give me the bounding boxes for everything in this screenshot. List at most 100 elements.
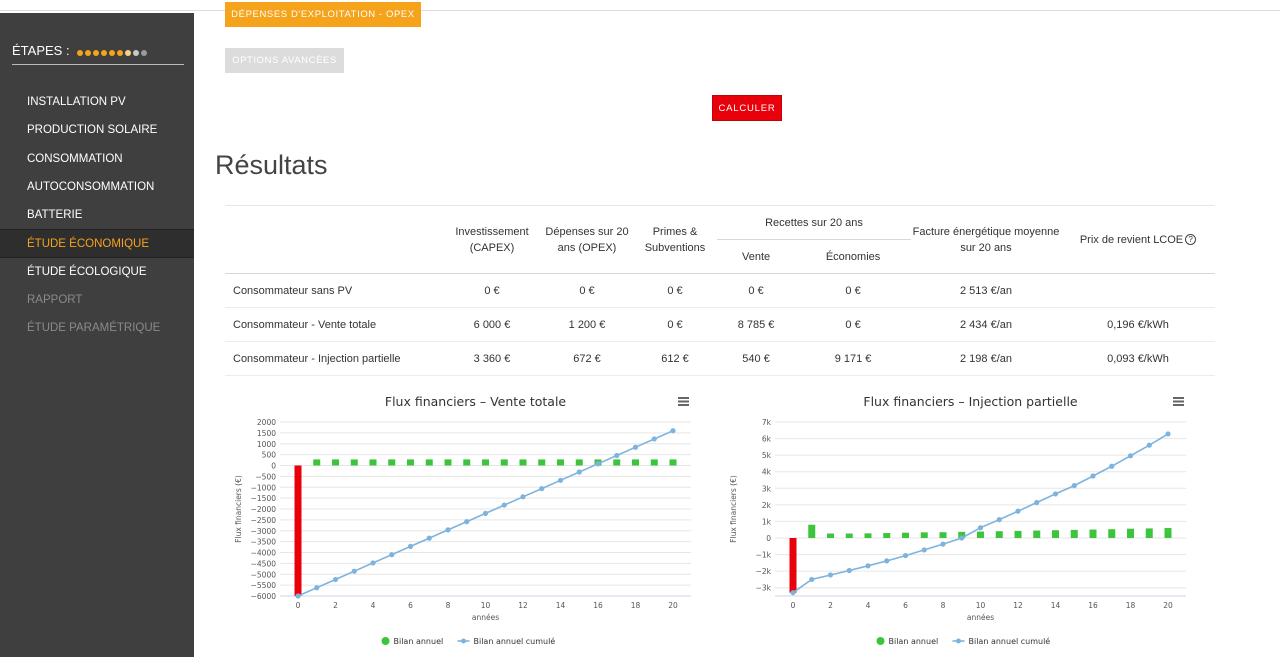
bar — [1108, 529, 1116, 538]
sidebar-item[interactable]: AUTOCONSOMMATION — [27, 180, 155, 193]
x-tick-label: 10 — [481, 601, 491, 610]
y-tick-label: 2000 — [257, 418, 276, 427]
cell-vente: 8 785 € — [717, 307, 796, 342]
chart-injection-partielle: Flux financiers – Injection partielle −3k… — [720, 388, 1200, 653]
advanced-options-button[interactable]: OPTIONS AVANCÉES — [225, 48, 344, 73]
step-dot — [85, 50, 92, 57]
sidebar: ÉTAPES : INSTALLATION PV PRODUCTION SOLAI… — [0, 13, 194, 657]
x-tick-label: 16 — [593, 601, 603, 610]
y-tick-label: −500 — [255, 472, 276, 481]
bar — [407, 459, 414, 466]
y-tick-label: −3500 — [251, 538, 277, 547]
legend-label: Bilan annuel — [394, 637, 444, 646]
y-tick-label: −4500 — [251, 559, 277, 568]
opex-section-button[interactable]: DÉPENSES D'EXPLOITATION - OPEX — [225, 2, 421, 27]
header-economies: Économies — [795, 239, 911, 274]
sidebar-item[interactable]: ÉTUDE ÉCONOMIQUE — [0, 229, 194, 258]
bar — [557, 459, 564, 466]
y-axis-label: Flux financiers (€) — [729, 475, 738, 543]
cell-capex: 3 360 € — [443, 341, 541, 376]
bar — [1052, 530, 1059, 538]
sidebar-item[interactable]: BATTERIE — [27, 209, 83, 222]
help-icon[interactable]: ? — [1185, 234, 1197, 246]
y-tick-label: −3k — [756, 584, 772, 593]
legend-label: Bilan annuel — [889, 637, 939, 646]
line-point — [595, 461, 601, 467]
bar — [482, 459, 489, 466]
line-point — [902, 552, 909, 559]
sidebar-item[interactable]: INSTALLATION PV — [27, 96, 126, 108]
line-point — [1015, 508, 1021, 514]
bar — [883, 533, 891, 538]
bar — [669, 459, 677, 466]
bar — [1164, 528, 1172, 538]
line-point — [1052, 491, 1059, 497]
y-tick-label: −5500 — [251, 581, 277, 590]
bar — [313, 459, 321, 466]
x-tick-label: 14 — [556, 601, 566, 610]
x-tick-label: 20 — [1163, 601, 1173, 610]
cell-primes: 0 € — [633, 307, 717, 342]
legend-marker-cumule — [461, 638, 466, 644]
x-tick-label: 14 — [1051, 601, 1061, 610]
cell-facture: 2 513 €/an — [911, 273, 1061, 308]
line-point — [827, 572, 834, 578]
sidebar-item[interactable]: CONSOMMATION — [27, 152, 123, 165]
row-label: Consommateur - Vente totale — [225, 307, 443, 342]
header-lcoe: Prix de revient LCOE? — [1061, 206, 1215, 274]
y-tick-label: −1000 — [251, 483, 277, 492]
x-tick-label: 12 — [1013, 601, 1023, 610]
y-tick-label: 0 — [766, 534, 771, 543]
bar — [1145, 528, 1153, 538]
bar — [827, 533, 834, 538]
cell-facture: 2 434 €/an — [911, 307, 1061, 342]
top-divider — [0, 10, 1280, 11]
line-point — [977, 525, 984, 531]
sidebar-item[interactable]: PRODUCTION SOLAIRE — [27, 124, 158, 137]
line-point — [445, 527, 451, 533]
x-tick-label: 6 — [903, 601, 908, 610]
y-tick-label: 4k — [762, 468, 772, 477]
bar — [864, 533, 872, 538]
menu-icon[interactable] — [1173, 397, 1184, 406]
cell-lcoe: 0,093 €/kWh — [1061, 341, 1215, 376]
x-tick-label: 8 — [446, 601, 451, 610]
chart-title: Flux financiers – Injection partielle — [863, 394, 1078, 409]
step-dot — [125, 50, 132, 57]
bar — [519, 459, 527, 466]
line-point — [389, 552, 395, 558]
header-lcoe-label: Prix de revient LCOE — [1079, 233, 1184, 246]
bar — [1089, 529, 1097, 538]
x-tick-label: 2 — [333, 601, 338, 610]
menu-icon[interactable] — [678, 397, 689, 406]
legend-label: Bilan annuel cumulé — [969, 636, 1051, 646]
line-point — [295, 593, 301, 599]
step-dot — [133, 50, 140, 57]
x-tick-label: 16 — [1088, 601, 1098, 610]
bar — [1127, 528, 1134, 538]
sidebar-item[interactable]: ÉTUDE ÉCOLOGIQUE — [27, 265, 147, 278]
chart-title: Flux financiers – Vente totale — [385, 394, 567, 409]
bar — [350, 459, 358, 466]
cell-primes: 0 € — [633, 273, 717, 308]
sidebar-item: RAPPORT — [27, 294, 83, 307]
results-title: Résultats — [215, 150, 328, 180]
step-dot — [141, 50, 148, 57]
cell-opex: 672 € — [541, 341, 633, 376]
bar — [958, 531, 966, 538]
x-tick-label: 18 — [631, 601, 641, 610]
row-label: Consommateur - Injection partielle — [225, 341, 443, 376]
steps-header: ÉTAPES : — [12, 43, 184, 65]
bar — [613, 459, 621, 466]
calculate-button[interactable]: CALCULER — [712, 95, 782, 121]
step-dot — [117, 50, 124, 57]
x-tick-label: 10 — [976, 601, 986, 610]
table-row: Consommateur - Injection partielle 3 360 … — [225, 341, 1215, 376]
bar — [995, 531, 1003, 538]
bar — [388, 459, 396, 466]
line-point — [557, 477, 564, 483]
step-dot — [101, 50, 108, 57]
step-dot — [109, 50, 116, 57]
line-point — [1071, 483, 1077, 489]
step-dot — [77, 50, 84, 57]
